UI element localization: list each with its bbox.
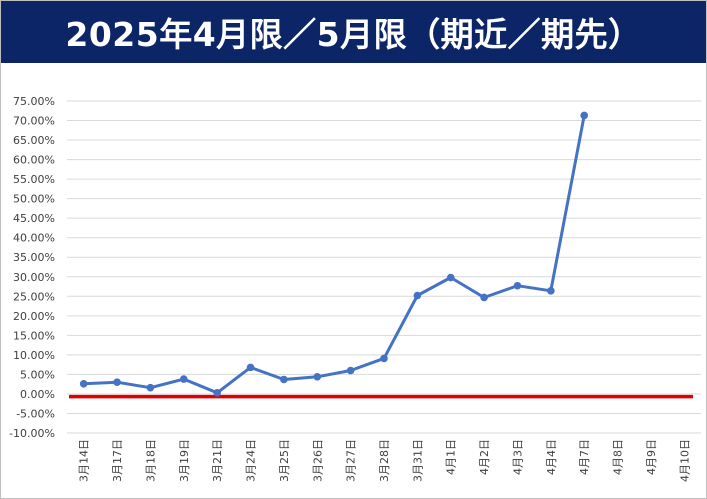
x-tick-label: 4月4日 — [545, 439, 558, 475]
x-tick-label: 3月18日 — [144, 439, 157, 482]
y-tick-label: 40.00% — [13, 232, 55, 245]
y-tick-label: 25.00% — [13, 290, 55, 303]
title-bar: 2025年4月限／5月限（期近／期先） — [1, 1, 706, 63]
data-point — [179, 375, 188, 383]
x-tick-label: 4月7日 — [578, 439, 591, 475]
y-tick-label: 15.00% — [13, 329, 55, 342]
data-point — [113, 378, 121, 387]
x-tick-label: 3月17日 — [111, 439, 124, 482]
x-axis-ticks: 3月14日 3月17日 3月18日 3月19日 3月21日 3月24日 3月25日 3月26日… — [78, 439, 692, 482]
y-axis-ticks: -10.00% -5.00% 0.00% 5.00% 10.00% 15.00% 20.00… — [9, 95, 55, 440]
x-tick-label: 4月9日 — [645, 439, 658, 475]
y-tick-label: 50.00% — [13, 193, 55, 206]
y-tick-label: 30.00% — [13, 271, 55, 284]
y-tick-label: 10.00% — [13, 349, 55, 362]
x-tick-label: 3月24日 — [245, 439, 258, 482]
gridlines — [67, 100, 701, 434]
x-tick-label: 4月8日 — [612, 439, 625, 475]
data-point — [246, 363, 255, 372]
x-tick-label: 4月3日 — [511, 439, 524, 475]
y-tick-label: 20.00% — [13, 310, 55, 323]
data-point — [413, 291, 422, 300]
data-point — [346, 366, 355, 375]
x-tick-label: 3月21日 — [211, 439, 224, 482]
y-tick-label: 75.00% — [13, 95, 55, 108]
data-point — [280, 375, 288, 384]
data-point — [79, 379, 88, 388]
data-point — [547, 287, 555, 295]
y-tick-label: 5.00% — [20, 368, 55, 381]
x-tick-label: 3月25日 — [278, 439, 291, 482]
y-tick-label: 55.00% — [13, 173, 55, 186]
y-tick-label: 35.00% — [13, 251, 55, 264]
x-tick-label: 3月19日 — [178, 439, 191, 482]
data-point — [580, 111, 589, 120]
y-tick-label: -10.00% — [9, 427, 55, 440]
y-tick-label: 45.00% — [13, 212, 55, 225]
data-point — [513, 281, 522, 290]
y-tick-label: 60.00% — [13, 154, 55, 167]
x-tick-label: 4月1日 — [445, 439, 458, 475]
data-point — [446, 273, 455, 282]
data-point — [146, 383, 155, 392]
data-point — [213, 388, 221, 397]
x-tick-label: 3月31日 — [411, 439, 424, 482]
y-tick-label: 0.00% — [20, 388, 55, 401]
x-tick-label: 3月14日 — [78, 439, 91, 482]
x-tick-label: 3月27日 — [345, 439, 358, 482]
y-tick-label: 70.00% — [13, 115, 55, 128]
x-tick-label: 4月2日 — [478, 439, 491, 475]
line-chart: -10.00% -5.00% 0.00% 5.00% 10.00% 15.00% 20.00… — [9, 95, 701, 482]
x-tick-label: 3月26日 — [311, 439, 324, 482]
x-tick-label: 3月28日 — [378, 439, 391, 482]
series-line — [82, 114, 586, 395]
chart-title: 2025年4月限／5月限（期近／期先） — [65, 15, 642, 54]
x-tick-label: 4月10日 — [678, 439, 691, 482]
series-layer — [79, 111, 589, 397]
y-tick-label: 65.00% — [13, 134, 55, 147]
data-point — [380, 354, 388, 363]
data-point — [480, 293, 488, 302]
y-tick-label: -5.00% — [16, 407, 55, 420]
data-point — [313, 372, 322, 381]
